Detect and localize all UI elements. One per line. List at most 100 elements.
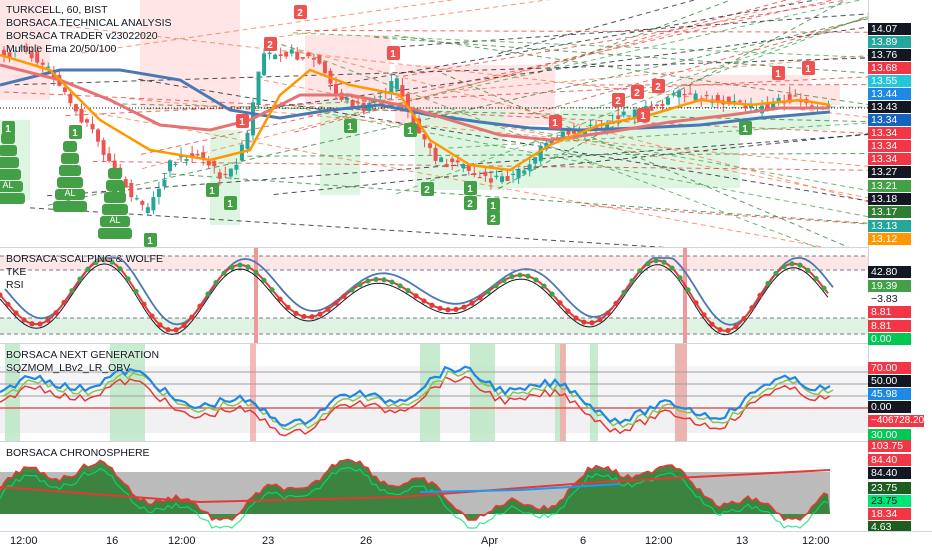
candle-body (356, 102, 360, 103)
al-buy-pyramid (53, 201, 87, 212)
indicator-label-rsi[interactable]: RSI (6, 279, 24, 291)
scalping-dot (749, 305, 754, 310)
candle-body (810, 105, 814, 106)
scalping-dot (69, 288, 74, 293)
candle-body (378, 96, 382, 97)
al-buy-pyramid (108, 168, 122, 179)
indicator-label-chronosphere[interactable]: BORSACA CHRONOSPHERE (6, 447, 150, 459)
price-scale-tag[interactable]: 13.17 (868, 206, 911, 218)
candle-body (494, 176, 498, 177)
price-scale-tag[interactable]: 13.12 (868, 233, 911, 245)
indicator-label-next-generation[interactable]: BORSACA NEXT GENERATION (6, 349, 159, 361)
signal-column (683, 248, 687, 343)
candle-body (705, 95, 709, 96)
chronosphere-pane[interactable]: BORSACA CHRONOSPHERE (0, 442, 868, 531)
price-scale-tag[interactable]: 0.00 (868, 333, 911, 345)
price-scale-tag[interactable]: 23.75 (868, 495, 911, 507)
scalping-dot (717, 327, 722, 332)
scalping-dot (813, 276, 818, 281)
scalping-dot (53, 310, 58, 315)
price-scale-tag[interactable]: 19.39 (868, 280, 911, 292)
indicator-label-sqzmom[interactable]: SQZMOM_LBv2_LR_OBV (6, 362, 130, 374)
candle-body (660, 104, 664, 106)
scalping-dot (421, 298, 426, 303)
scalping-dot (509, 274, 514, 279)
price-scale-tag[interactable]: 13.27 (868, 166, 911, 178)
next-generation-pane[interactable]: BORSACA NEXT GENERATION SQZMOM_LBv2_LR_O… (0, 344, 868, 441)
price-scale-tag[interactable]: 8.81 (868, 320, 911, 332)
price-scale-tag[interactable]: 13.55 (868, 75, 911, 87)
scalping-dot (573, 315, 578, 320)
price-scale-tag[interactable]: 70.00 (868, 362, 911, 374)
scalping-dot (653, 258, 658, 263)
price-scale-tag[interactable]: 103.75 (868, 440, 911, 452)
scalping-dot (733, 324, 738, 329)
price-scale-tag[interactable]: −3.83 (868, 293, 911, 305)
candle-body (683, 94, 687, 95)
sell-signal-flag-text: 1 (640, 111, 646, 122)
price-scale-tag[interactable]: −406728.20 (868, 415, 924, 427)
scalping-dot (213, 280, 218, 285)
momentum-zone (250, 344, 256, 441)
scalping-dot (661, 260, 666, 265)
price-scale-tag[interactable]: 42.80 (868, 266, 911, 278)
price-scale-tag[interactable]: 23.75 (868, 482, 911, 494)
price-scale-tag[interactable]: 13.34 (868, 140, 911, 152)
time-axis[interactable]: 12:00 16 12:00 23 26 Apr 6 12:00 13 12:0… (0, 531, 932, 551)
indicator-label-tke[interactable]: TKE (6, 266, 26, 278)
indicator-label-technical-analysis[interactable]: BORSACA TECHNICAL ANALYSIS (6, 17, 172, 29)
price-scale-tag[interactable]: 18.34 (868, 508, 911, 520)
buy-signal-flag-text: 1 (209, 186, 215, 197)
scalping-dot (533, 277, 538, 282)
scalping-dot (13, 310, 18, 315)
al-buy-pyramid (1, 133, 15, 144)
scalping-dot (437, 306, 442, 311)
price-scale-tag[interactable]: 84.40 (868, 467, 911, 479)
scalping-dot (453, 307, 458, 312)
price-scale-tag[interactable]: 13.34 (868, 114, 911, 126)
price-scale-tag[interactable]: 13.34 (868, 127, 911, 139)
candle-body (102, 140, 106, 155)
candle-body (616, 115, 620, 118)
symbol-title[interactable]: TURKCELL, 60, BIST (6, 4, 108, 16)
trend-line (403, 0, 868, 76)
price-scale-tag[interactable]: 13.68 (868, 62, 911, 74)
price-scale-tag[interactable]: 50.00 (868, 375, 911, 387)
price-scale-tag[interactable]: 13.89 (868, 36, 911, 48)
candle-body (91, 124, 95, 129)
scalping-dot (189, 314, 194, 319)
price-scale-tag[interactable]: 13.43 (868, 101, 911, 113)
indicator-label-ema[interactable]: Multiple Ema 20/50/100 (6, 43, 116, 55)
price-scale-tag[interactable]: 0.00 (868, 401, 911, 413)
indicator-label-scalping[interactable]: BORSACA SCALPING & WOLFE (6, 253, 163, 265)
scalping-dot (221, 271, 226, 276)
price-scale-tag[interactable]: 13.34 (868, 153, 911, 165)
al-buy-pyramid (0, 169, 21, 180)
price-scale-tag[interactable]: 13.18 (868, 193, 911, 205)
price-scale-tag[interactable]: 13.44 (868, 88, 911, 100)
price-scale-tag[interactable]: 14.07 (868, 23, 911, 35)
candle-body (151, 197, 155, 210)
candle-body (389, 81, 393, 93)
price-scale-tag[interactable]: 8.81 (868, 306, 911, 318)
scalping-dot (493, 283, 498, 288)
scalping-dot (397, 283, 402, 288)
candle-body (483, 172, 487, 176)
candle-body (522, 170, 526, 173)
candle-body (107, 153, 111, 161)
price-scale-tag[interactable]: 45.98 (868, 388, 911, 400)
scalping-wolfe-pane[interactable]: BORSACA SCALPING & WOLFE TKE RSI (0, 248, 868, 343)
price-scale-tag[interactable]: 84.40 (868, 454, 911, 466)
price-scale-tag[interactable]: 13.13 (868, 220, 911, 232)
time-label: 26 (360, 535, 372, 547)
candle-body (428, 143, 432, 148)
price-scale-tag[interactable]: 13.76 (868, 49, 911, 61)
squeeze-zone (420, 344, 440, 441)
indicator-label-trader[interactable]: BORSACA TRADER v23022020 (6, 30, 158, 42)
price-scale-tag[interactable]: 13.21 (868, 180, 911, 192)
al-buy-pyramid (0, 157, 19, 168)
scalping-dot (765, 281, 770, 286)
candle-body (472, 173, 476, 175)
scalping-dot (725, 328, 730, 333)
